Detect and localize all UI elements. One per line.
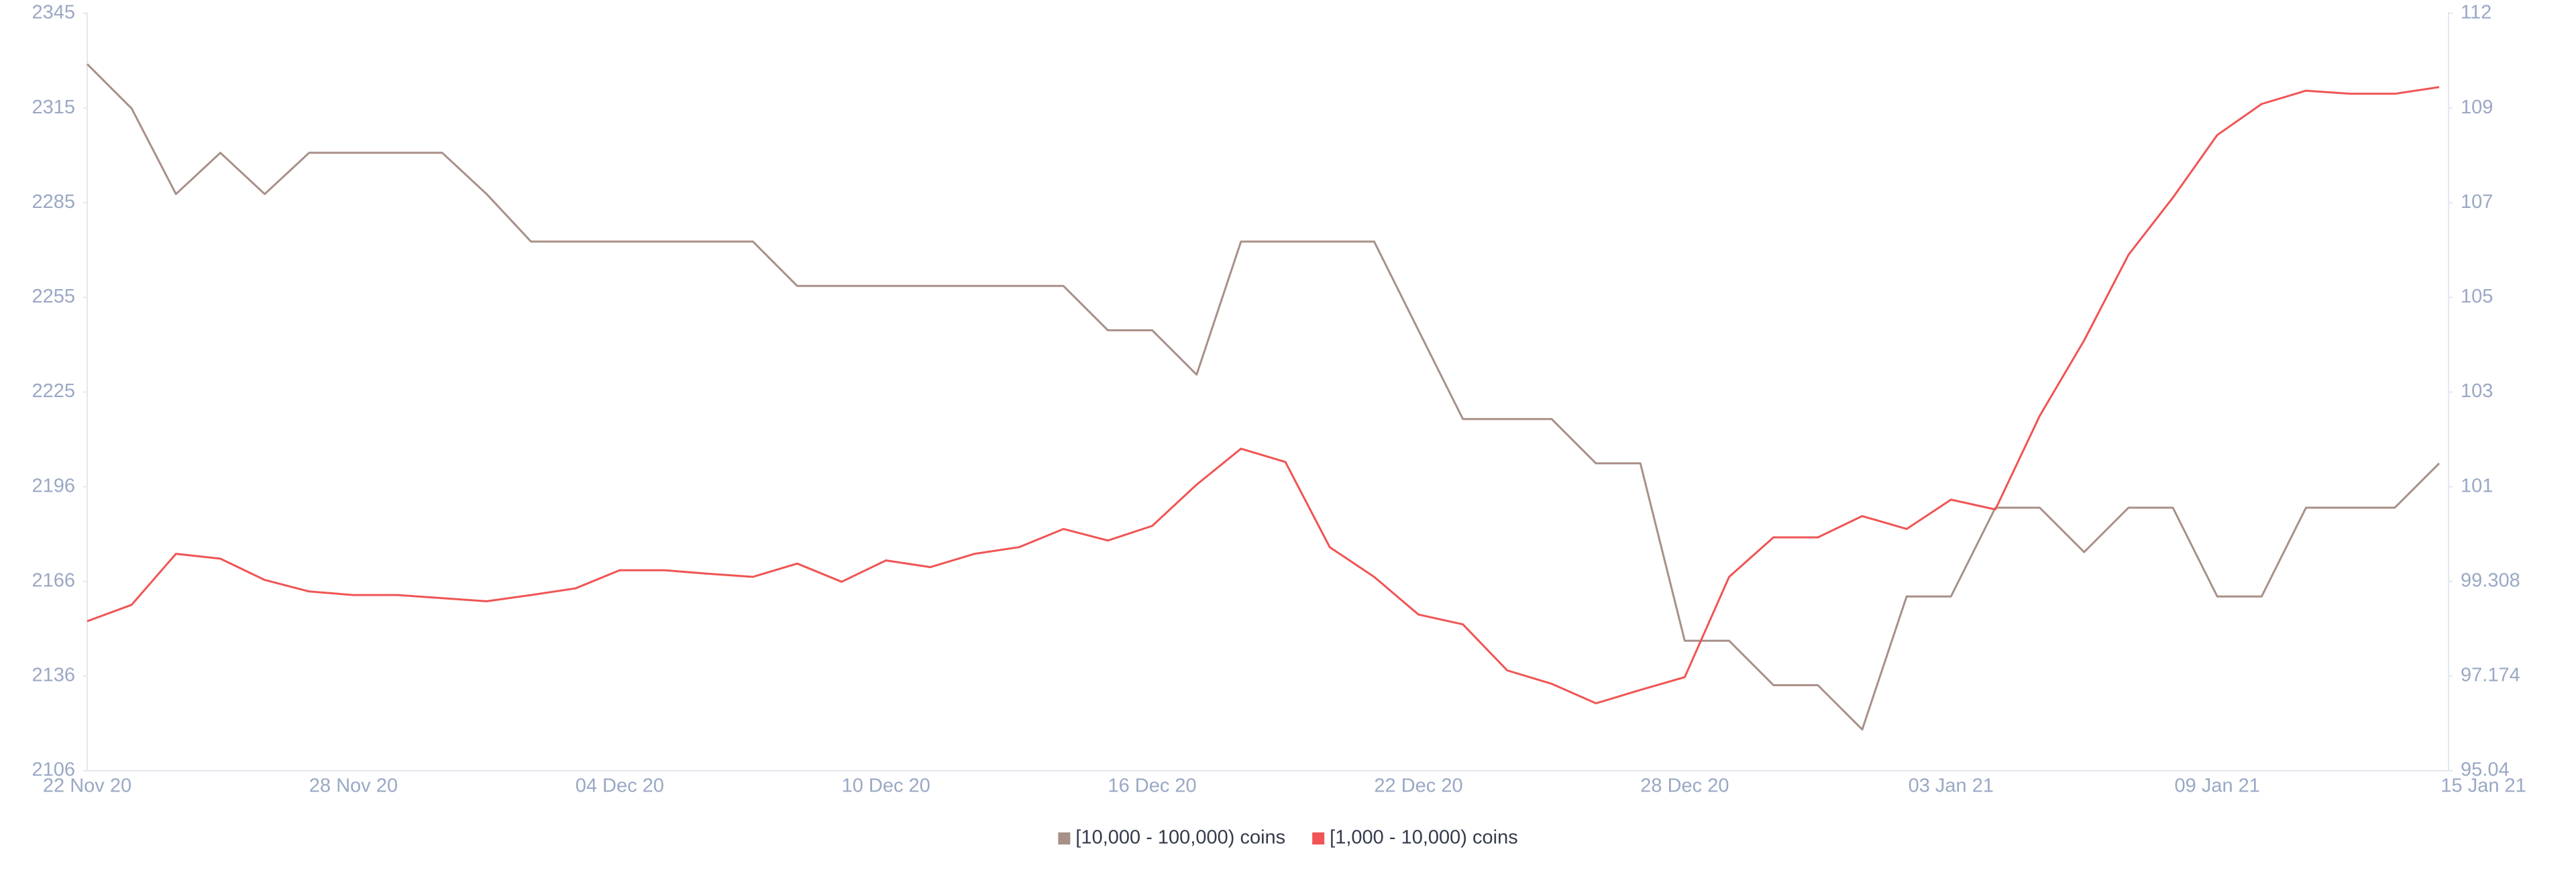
y-tick-label: 2136 [32,665,75,686]
x-tick-label: 28 Dec 20 [1640,775,1729,797]
y2-tick-label: 95.04 [2461,759,2510,781]
series-line [87,86,2440,704]
legend-marker [1058,832,1071,844]
y-tick-label: 2285 [32,191,75,213]
legend-marker [1312,832,1325,844]
y-tick-label: 2196 [32,475,75,496]
y-tick-label: 2315 [32,97,75,118]
y2-tick-label: 109 [2461,97,2493,118]
y2-tick-label: 99.308 [2461,569,2520,591]
y2-tick-label: 103 [2461,380,2493,402]
x-tick-label: 28 Nov 20 [309,775,398,797]
x-tick-label: 09 Jan 21 [2175,775,2260,797]
legend-text: [10,000 - 100,000) coins [1075,827,1285,849]
x-tick-label: 04 Dec 20 [576,775,664,797]
x-tick-label: 22 Dec 20 [1374,775,1462,797]
x-tick-label: 22 Nov 20 [43,775,131,797]
y-tick-label: 2106 [32,759,75,781]
y2-tick-label: 101 [2461,475,2493,496]
x-tick-label: 03 Jan 21 [1909,775,1994,797]
series-line [86,63,2440,731]
y2-tick-label: 112 [2461,2,2491,23]
y2-tick-label: 105 [2461,286,2493,307]
x-tick-label: 15 Jan 21 [2440,775,2526,797]
x-tick-label: 16 Dec 20 [1108,775,1196,797]
legend-text: [1,000 - 10,000) coins [1330,827,1518,849]
y2-tick-label: 97.174 [2461,665,2520,686]
x-tick-label: 10 Dec 20 [842,775,930,797]
y-tick-label: 2225 [32,380,75,402]
axes [87,12,2449,771]
y2-tick-label: 107 [2461,191,2493,213]
y-tick-label: 2345 [32,2,75,23]
legend: [10,000 - 100,000) coins [1,000 - 10,000)… [1058,827,1518,849]
y-tick-label: 2166 [32,569,75,591]
y-tick-label: 2255 [32,286,75,307]
